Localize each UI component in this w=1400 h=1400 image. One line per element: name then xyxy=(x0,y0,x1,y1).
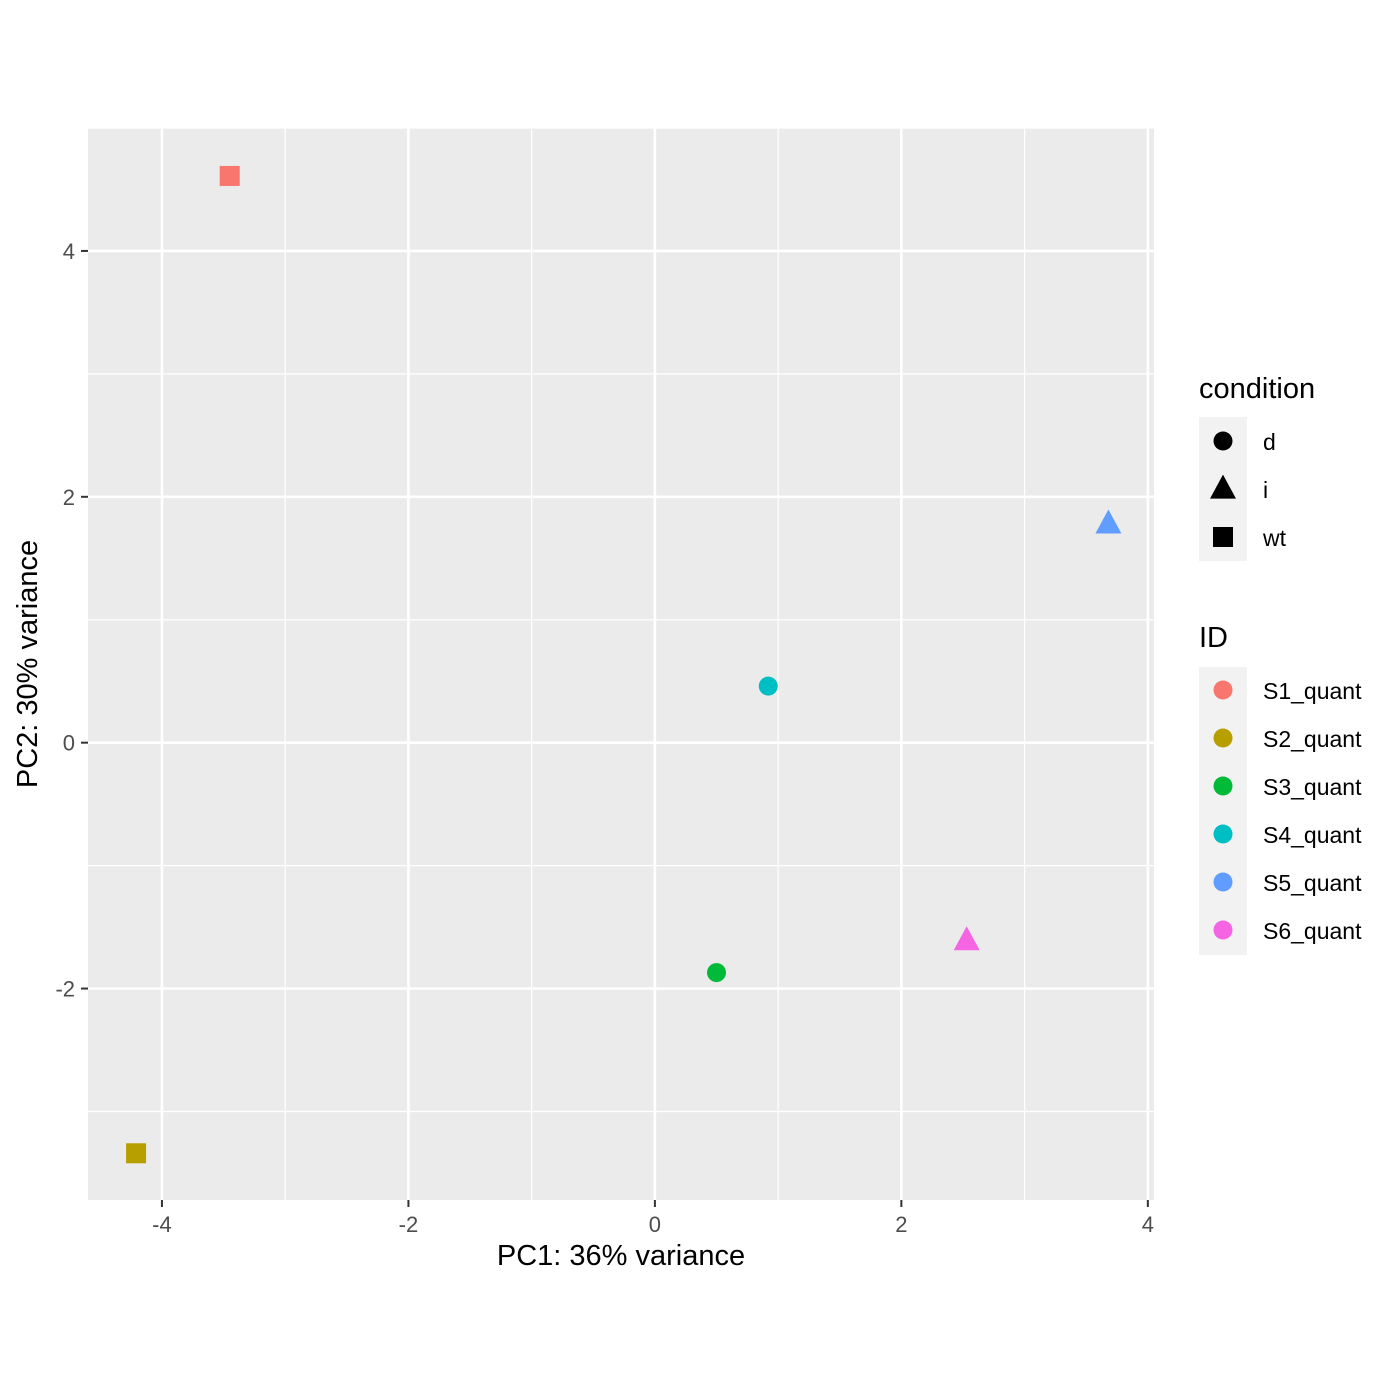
data-points xyxy=(126,165,1122,1164)
legend-condition-label: i xyxy=(1263,477,1268,503)
y-tick-label: 2 xyxy=(63,485,75,510)
minor-gridlines xyxy=(88,127,1154,1200)
legend-id-color-key xyxy=(1213,920,1233,940)
y-axis-title: PC2: 30% variance xyxy=(12,540,44,788)
y-axis: -2 0 2 4 xyxy=(55,239,88,1002)
legend-id-label: S1_quant xyxy=(1263,678,1362,704)
plot-panel xyxy=(88,128,1154,1200)
x-tick-label: 2 xyxy=(895,1212,907,1237)
x-tick-label: 4 xyxy=(1142,1212,1154,1237)
legend-triangle-key xyxy=(1210,474,1236,499)
data-point-s5-quant xyxy=(1095,509,1122,534)
legend-id-label: S2_quant xyxy=(1263,726,1362,752)
legend-id-color-key xyxy=(1213,824,1233,844)
x-tick-label: 0 xyxy=(649,1212,661,1237)
legend-id-color-key xyxy=(1213,776,1233,796)
y-tick-label: 4 xyxy=(63,239,75,264)
y-tick-label: 0 xyxy=(63,731,75,756)
legend-id-color-key xyxy=(1213,872,1233,892)
data-point-s2-quant xyxy=(126,1143,147,1164)
legend-condition-title: condition xyxy=(1199,373,1315,405)
data-point-s1-quant xyxy=(219,165,240,186)
legend-id: ID S1_quant S2_quant S3_quant S4_quant S5_qu… xyxy=(1199,622,1362,955)
legend-condition-label: wt xyxy=(1262,525,1287,551)
legend-condition: condition di wt xyxy=(1199,373,1315,561)
data-point-s3-quant xyxy=(707,963,727,983)
legend-id-color-key xyxy=(1213,728,1233,748)
legend-square-key xyxy=(1213,527,1233,547)
legend-condition-label: d xyxy=(1263,429,1276,455)
x-tick-label: -2 xyxy=(399,1212,419,1237)
data-point-s6-quant xyxy=(953,926,980,951)
legend-id-title: ID xyxy=(1199,622,1228,654)
x-axis-title: PC1: 36% variance xyxy=(497,1240,745,1272)
major-gridlines xyxy=(88,128,1154,1200)
legend-id-color-key xyxy=(1213,680,1233,700)
legend-id-label: S6_quant xyxy=(1263,918,1362,944)
legend-id-key-background xyxy=(1199,667,1247,955)
data-point-s4-quant xyxy=(758,676,778,696)
x-tick-label: -4 xyxy=(152,1212,172,1237)
legend-circle-key xyxy=(1213,431,1233,451)
legend-id-label: S5_quant xyxy=(1263,870,1362,896)
x-axis: -4 -2 0 2 4 xyxy=(152,1200,1154,1237)
y-tick-label: -2 xyxy=(55,977,75,1002)
legend-id-label: S3_quant xyxy=(1263,774,1362,800)
legend-id-label: S4_quant xyxy=(1263,822,1362,848)
